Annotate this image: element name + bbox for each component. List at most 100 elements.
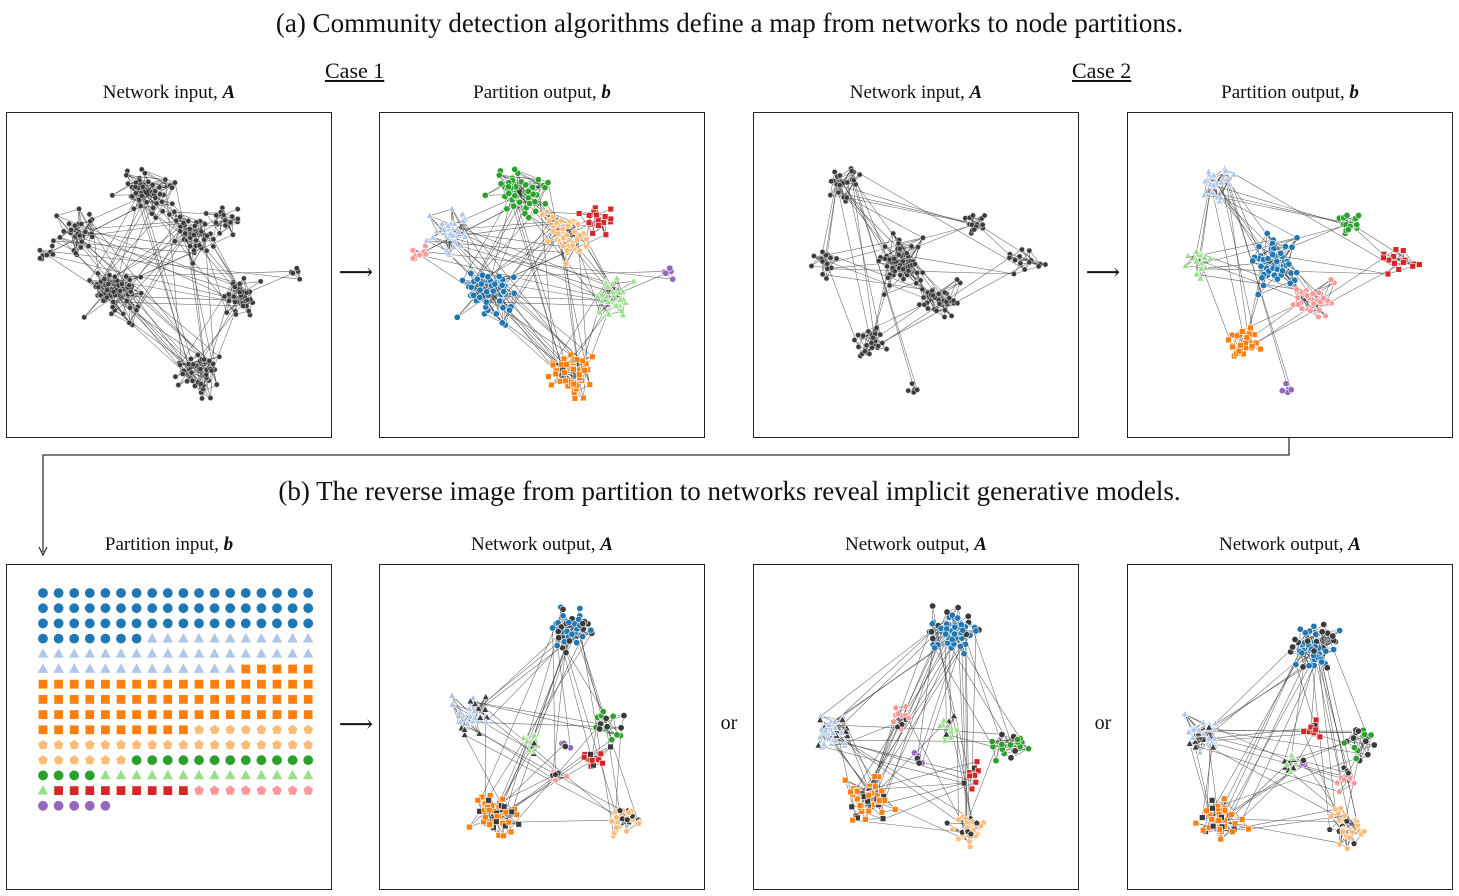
network-node — [473, 275, 481, 283]
partition-node-blue — [68, 633, 80, 645]
network-node — [1223, 175, 1232, 184]
network-node — [481, 692, 490, 700]
network-node — [570, 366, 577, 373]
network-node — [847, 788, 854, 796]
partition-node-red — [162, 785, 173, 796]
network-node — [620, 712, 628, 720]
partition-node-peach — [177, 739, 189, 750]
network-node — [438, 219, 447, 227]
network-node — [496, 297, 504, 305]
network-node — [891, 268, 898, 275]
partition-node-lightblue — [161, 631, 175, 644]
network-node — [171, 238, 178, 245]
network-node — [422, 250, 430, 258]
network-node — [234, 206, 241, 212]
network-node — [544, 237, 552, 245]
partition-node-lightblue — [67, 646, 81, 659]
network-node — [992, 757, 1000, 765]
network-node — [593, 211, 600, 219]
network-node — [618, 310, 628, 318]
partition-node-lightblue — [130, 662, 143, 674]
partition-node-red — [100, 785, 111, 796]
network-node — [1299, 756, 1307, 764]
partition-node-orange — [194, 709, 204, 720]
arrow-case-2: ⟶ — [1085, 260, 1121, 286]
network-node — [848, 803, 855, 811]
partition-node-orange — [147, 679, 158, 690]
partition-node-orange — [287, 709, 298, 720]
network-node — [474, 797, 482, 804]
network-node — [138, 166, 145, 173]
network-node — [1322, 647, 1330, 655]
network-node — [1209, 823, 1217, 830]
partition-node-blue — [224, 617, 236, 629]
network-node — [498, 319, 506, 327]
partition-node-lightgreen — [114, 768, 128, 780]
partition-node-peach — [193, 739, 205, 750]
network-node — [1278, 387, 1286, 395]
network-node — [1350, 839, 1358, 847]
network-node — [951, 623, 959, 631]
network-node — [903, 250, 910, 257]
network-node — [203, 247, 210, 254]
network-node — [213, 381, 220, 388]
network-node — [97, 292, 104, 299]
network-node — [1180, 709, 1189, 718]
network-node — [1341, 812, 1349, 819]
network-node — [570, 227, 578, 235]
network-node — [60, 228, 67, 235]
partition-node-green — [271, 754, 283, 766]
partition-node-blue — [37, 587, 49, 599]
network-node — [998, 731, 1006, 739]
network-node — [841, 727, 851, 735]
network-node — [1287, 386, 1295, 394]
network-node — [897, 245, 903, 252]
network-node — [862, 816, 869, 823]
network-node — [162, 176, 169, 183]
partition-node-lightblue — [286, 646, 299, 659]
partition-node-blue — [302, 602, 314, 614]
network-node — [416, 251, 424, 259]
network-node — [902, 702, 910, 710]
label-network-output-2: Network output, A — [845, 534, 987, 555]
partition-node-orange — [53, 679, 64, 690]
network-node — [103, 294, 110, 301]
network-node — [1400, 247, 1407, 254]
network-node — [1350, 744, 1358, 752]
network-node — [66, 220, 72, 227]
partition-node-lightblue — [161, 662, 175, 674]
partition-node-lightgreen — [192, 768, 206, 780]
partition-node-pink — [271, 784, 283, 796]
partition-node-orange — [116, 724, 126, 735]
network-node — [126, 282, 133, 289]
network-node — [551, 770, 559, 778]
partition-node-orange — [287, 694, 298, 705]
network-node — [49, 243, 56, 249]
network-node — [109, 192, 116, 199]
partition-node-peach — [224, 739, 236, 750]
network-node — [1327, 275, 1335, 283]
network-node — [596, 725, 604, 733]
network-node — [949, 825, 957, 833]
network-node — [1006, 741, 1014, 749]
network-node — [573, 235, 581, 243]
label-partition-output-1: Partition output, b — [473, 82, 611, 103]
panel-network-output-3 — [1127, 564, 1453, 890]
network-graph — [1180, 621, 1378, 852]
network-node — [1243, 334, 1251, 341]
partition-node-peach — [209, 739, 221, 750]
network-node — [525, 214, 533, 222]
partition-node-peach — [99, 754, 111, 765]
network-node — [549, 227, 557, 235]
partition-node-lightblue — [67, 662, 81, 674]
partition-node-purple — [68, 800, 80, 812]
network-node — [828, 178, 835, 185]
network-node — [1277, 249, 1285, 257]
network-node — [1395, 266, 1402, 273]
network-node — [120, 311, 127, 317]
network-node — [1263, 230, 1271, 238]
network-node — [823, 275, 830, 282]
network-node — [1352, 755, 1360, 763]
network-node — [125, 180, 131, 187]
network-node — [879, 340, 886, 346]
